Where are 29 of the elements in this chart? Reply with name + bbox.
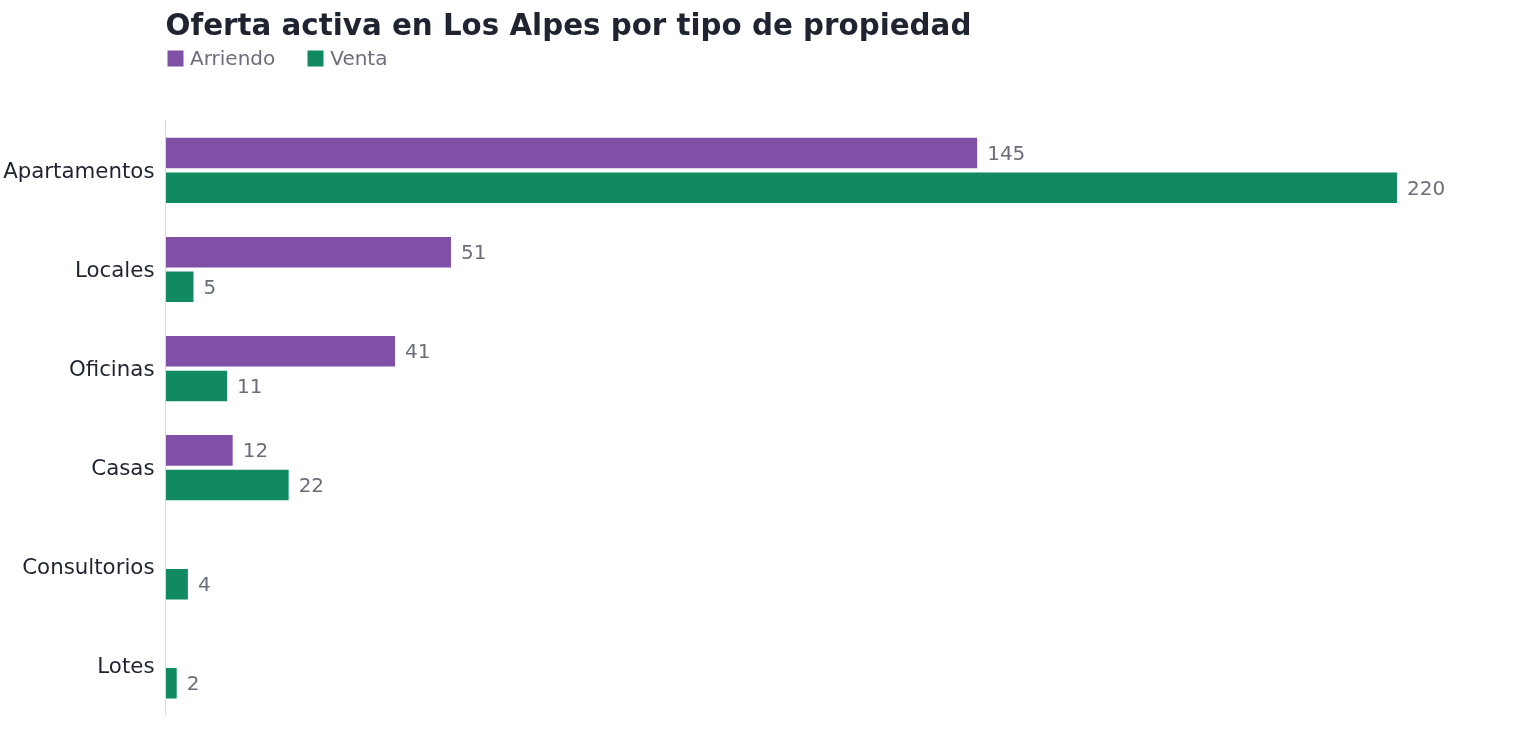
bar bbox=[165, 568, 188, 600]
y-tick-label: Locales bbox=[74, 257, 155, 282]
bar bbox=[165, 271, 194, 303]
bar bbox=[165, 435, 233, 466]
data-label: 220 bbox=[1406, 175, 1446, 200]
data-label: 41 bbox=[405, 339, 431, 364]
data-label: 22 bbox=[298, 473, 325, 498]
data-label: 145 bbox=[987, 141, 1026, 166]
bar bbox=[165, 236, 451, 268]
y-tick-label: Oficinas bbox=[68, 356, 155, 382]
y-tick-label: Lotes bbox=[97, 653, 155, 679]
data-label: 12 bbox=[242, 438, 269, 463]
legend-label: Arriendo bbox=[190, 46, 276, 70]
bar bbox=[165, 668, 177, 699]
y-tick-label: Consultorios bbox=[22, 554, 155, 580]
bar bbox=[165, 469, 289, 501]
y-tick-label: Apartamentos bbox=[3, 157, 155, 183]
data-label: 5 bbox=[203, 274, 217, 299]
data-label: 4 bbox=[197, 572, 211, 597]
bar bbox=[165, 370, 228, 402]
data-label: 11 bbox=[237, 373, 263, 398]
y-tick-label: Casas bbox=[91, 455, 155, 481]
chart-title: Oferta activa en Los Alpes por tipo de propiedad bbox=[165, 7, 972, 42]
bar bbox=[165, 336, 395, 367]
legend-label: Venta bbox=[330, 46, 388, 70]
data-label: 2 bbox=[186, 671, 200, 696]
bar bbox=[165, 137, 978, 169]
bar bbox=[165, 172, 1397, 203]
data-label: 51 bbox=[460, 240, 487, 265]
